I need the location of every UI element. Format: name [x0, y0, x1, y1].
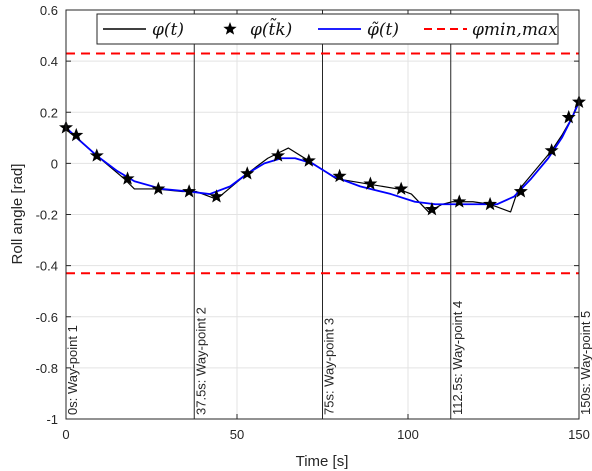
- sample-star-marker: [151, 181, 166, 195]
- x-tick-label: 50: [230, 427, 244, 442]
- legend: φ(t) φ(t̃k) φ̃(t) φmin,max: [96, 13, 559, 45]
- waypoint-label: 112.5s: Way-point 4: [450, 301, 465, 415]
- legend-swatch-star: [223, 22, 237, 35]
- sample-star-marker: [483, 196, 498, 211]
- x-tick-label: 100: [397, 427, 419, 442]
- data-series: [59, 94, 586, 216]
- y-tick-label: 0.6: [40, 3, 58, 18]
- sample-star-marker: [69, 127, 84, 142]
- sample-star-marker: [544, 143, 559, 157]
- waypoint-labels: 0s: Way-point 1 37.5s: Way-point 2 75s: Wa…: [65, 301, 592, 415]
- x-axis-label: Time [s]: [296, 453, 349, 470]
- sample-star-marker: [424, 202, 439, 216]
- waypoint-label: 150s: Way-point 5: [578, 311, 592, 415]
- sample-star-marker: [240, 166, 255, 180]
- sample-star-marker: [513, 184, 528, 198]
- roll-angle-line: [65, 99, 580, 213]
- legend-label: φ(t̃k): [250, 18, 292, 40]
- y-tick-label: -0.4: [36, 259, 58, 274]
- legend-label: φ̃(t): [367, 20, 399, 40]
- y-tick-label: 0: [51, 156, 58, 171]
- sample-star-marker: [452, 194, 467, 208]
- y-tick-label: -0.2: [36, 208, 58, 223]
- limit-lines: [66, 52, 579, 275]
- y-tick-label: -0.8: [36, 361, 58, 376]
- y-tick-label: 0.2: [40, 105, 58, 120]
- waypoint-lines: [193, 10, 452, 419]
- sample-star-marker: [561, 110, 576, 124]
- axis-ticks: 0 50 100 150 -1 -0.8 -0.6 -0.4 -0.2 0 0.2 0.4 0.6: [36, 3, 590, 442]
- sample-star-marker: [363, 176, 378, 190]
- x-tick-label: 150: [568, 427, 590, 442]
- sample-star-marker: [209, 189, 224, 203]
- waypoint-label: 0s: Way-point 1: [65, 325, 80, 415]
- sample-star-marker: [182, 184, 197, 198]
- y-axis-label: Roll angle [rad]: [9, 164, 26, 265]
- y-tick-label: -0.6: [36, 310, 58, 325]
- sample-star-marker: [120, 171, 135, 185]
- waypoint-label: 37.5s: Way-point 2: [193, 307, 208, 415]
- x-tick-label: 0: [62, 427, 69, 442]
- sample-star-marker: [301, 153, 316, 167]
- sample-star-marker: [332, 168, 347, 183]
- y-tick-label: 0.4: [40, 54, 58, 69]
- legend-label: φmin,max: [472, 20, 558, 40]
- interpolated-roll-line: [65, 101, 580, 206]
- waypoint-label: 75s: Way-point 3: [322, 318, 337, 415]
- sample-star-marker: [394, 181, 409, 195]
- legend-label: φ(t): [152, 20, 184, 40]
- sample-star-marker: [89, 148, 104, 162]
- sample-star-marker: [271, 148, 286, 162]
- y-tick-label: -1: [46, 412, 58, 427]
